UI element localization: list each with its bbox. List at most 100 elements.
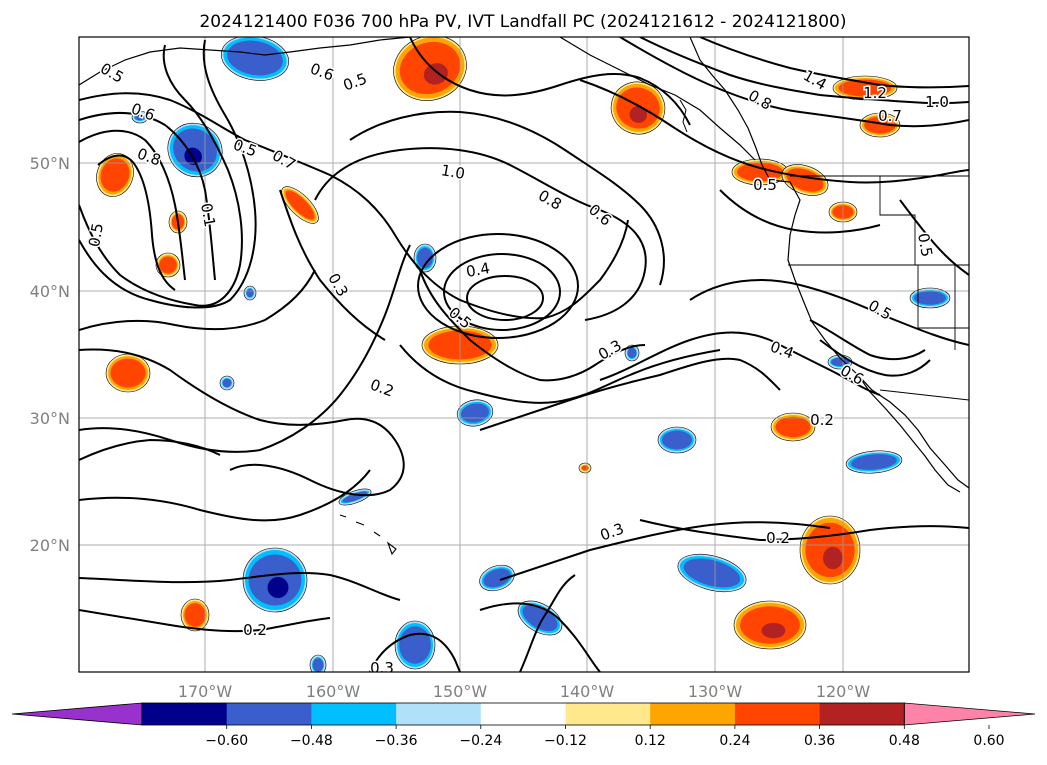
contour-ring (417, 233, 579, 339)
contour-label: 0.2 (810, 411, 834, 429)
positive-anomaly-blob (281, 186, 319, 224)
negative-anomaly-blob (242, 547, 308, 613)
contour-label: 0.1 (197, 202, 219, 229)
colorbar-segment (396, 703, 482, 725)
contour-line (79, 92, 629, 320)
negative-anomaly-blob (243, 285, 257, 301)
state-border-id (879, 176, 916, 265)
contour-line (79, 129, 186, 281)
contour-line (79, 348, 405, 497)
colorbar-tick-label: 0.60 (973, 733, 1004, 749)
mexico-border (879, 389, 969, 401)
contour-label: 1.0 (925, 93, 949, 111)
contour-line (279, 189, 386, 341)
alaska-coastline (79, 37, 411, 86)
contour-line (689, 279, 969, 346)
contour-line (79, 112, 216, 281)
contour-line (399, 344, 721, 404)
colorbar-tick-label: 0.24 (719, 733, 750, 749)
positive-anomaly-blob (770, 412, 816, 442)
southeast-alaska-coastline (559, 37, 756, 161)
positive-anomaly-blob (859, 112, 901, 138)
contour-line (699, 37, 969, 89)
lon-label-160w: 160°W (306, 682, 361, 701)
negative-anomaly-blob (220, 37, 290, 81)
contour-label: 0.2 (243, 621, 267, 639)
lat-label-40n: 40°N (30, 282, 70, 301)
negative-anomaly-blob (677, 553, 747, 593)
contour-line (97, 154, 176, 291)
negative-anomaly-blob (657, 426, 697, 454)
coastlines (79, 37, 969, 556)
lon-label-140w: 140°W (560, 682, 615, 701)
contour-line (899, 199, 969, 276)
contour-line (369, 632, 461, 672)
contour-line (819, 339, 931, 377)
colorbar-tick-label: −0.48 (290, 733, 333, 749)
contour-line (79, 244, 411, 453)
colorbar-segment (734, 703, 821, 725)
colorbar-tick-label: −0.24 (459, 733, 502, 749)
positive-anomaly-blob (393, 37, 467, 101)
positive-anomaly-blob (96, 153, 134, 197)
colorbar-segment (311, 703, 397, 725)
contour-line (519, 574, 576, 672)
colorbar-segment (819, 703, 905, 725)
lat-label-30n: 30°N (30, 409, 70, 428)
contour-label: 0.2 (766, 529, 790, 547)
contour-line (479, 602, 601, 672)
contour-line (409, 37, 691, 126)
contour-label: 0.7 (878, 107, 902, 125)
colorbar-tick-label: −0.60 (205, 733, 248, 749)
colorbar-tick-label: 0.48 (889, 733, 920, 749)
contour-line (314, 147, 647, 321)
contour-label: 1.2 (863, 84, 887, 102)
contour-line (349, 110, 665, 286)
negative-anomaly-blob (845, 450, 903, 474)
contour-line (419, 269, 646, 382)
negative-anomaly-blob (479, 564, 515, 592)
pv-contours (79, 37, 969, 672)
contour-ring (443, 253, 561, 331)
lon-label-170w: 170°W (178, 682, 233, 701)
colorbar-extend-min (11, 702, 143, 726)
contour-line (79, 44, 243, 307)
colorbar-segment (226, 703, 312, 725)
colorbar-segment (142, 703, 228, 725)
baja-coastline (857, 374, 961, 493)
contour-ring (466, 275, 544, 321)
map-frame (78, 36, 970, 673)
lon-label-130w: 130°W (688, 682, 743, 701)
positive-anomaly-blob (781, 164, 829, 196)
contour-line (79, 269, 316, 331)
contour-label: 0.5 (753, 176, 777, 194)
contour-line (719, 189, 881, 234)
contour-label: 0.3 (370, 659, 394, 677)
positive-anomaly-blob (105, 353, 151, 393)
negative-anomaly-blob (309, 654, 327, 672)
negative-anomaly-blob (456, 399, 494, 427)
contour-line (79, 438, 221, 461)
colorbar-tick-label: −0.36 (375, 733, 418, 749)
negative-anomaly-blob (517, 600, 563, 636)
contour-line (599, 331, 881, 396)
negative-anomaly-blob (909, 287, 951, 309)
positive-anomaly-blob (610, 81, 666, 135)
colorbar-tick-label: 0.12 (635, 733, 666, 749)
longitude-labels: 170°W 160°W 150°W 140°W 130°W 120°W (178, 682, 871, 701)
colorbar-extend-max (903, 702, 1036, 726)
colorbar-segment (480, 703, 566, 725)
north-america-coastline (689, 37, 969, 489)
colorbar-segment (565, 703, 651, 725)
positive-anomaly-blob (733, 600, 807, 650)
negative-anomaly-blob (624, 344, 640, 362)
positive-anomaly-blob (578, 462, 592, 474)
contour-line (579, 79, 969, 184)
contour-line (79, 469, 371, 522)
contour-line (619, 37, 969, 128)
hawaii-islands (339, 514, 397, 556)
colorbar: −0.60 −0.48 −0.36 −0.24 −0.12 0.12 0.24 0.36 0.4… (11, 702, 1036, 749)
positive-anomaly-blob (155, 252, 181, 278)
positive-anomaly-blob (180, 598, 210, 632)
